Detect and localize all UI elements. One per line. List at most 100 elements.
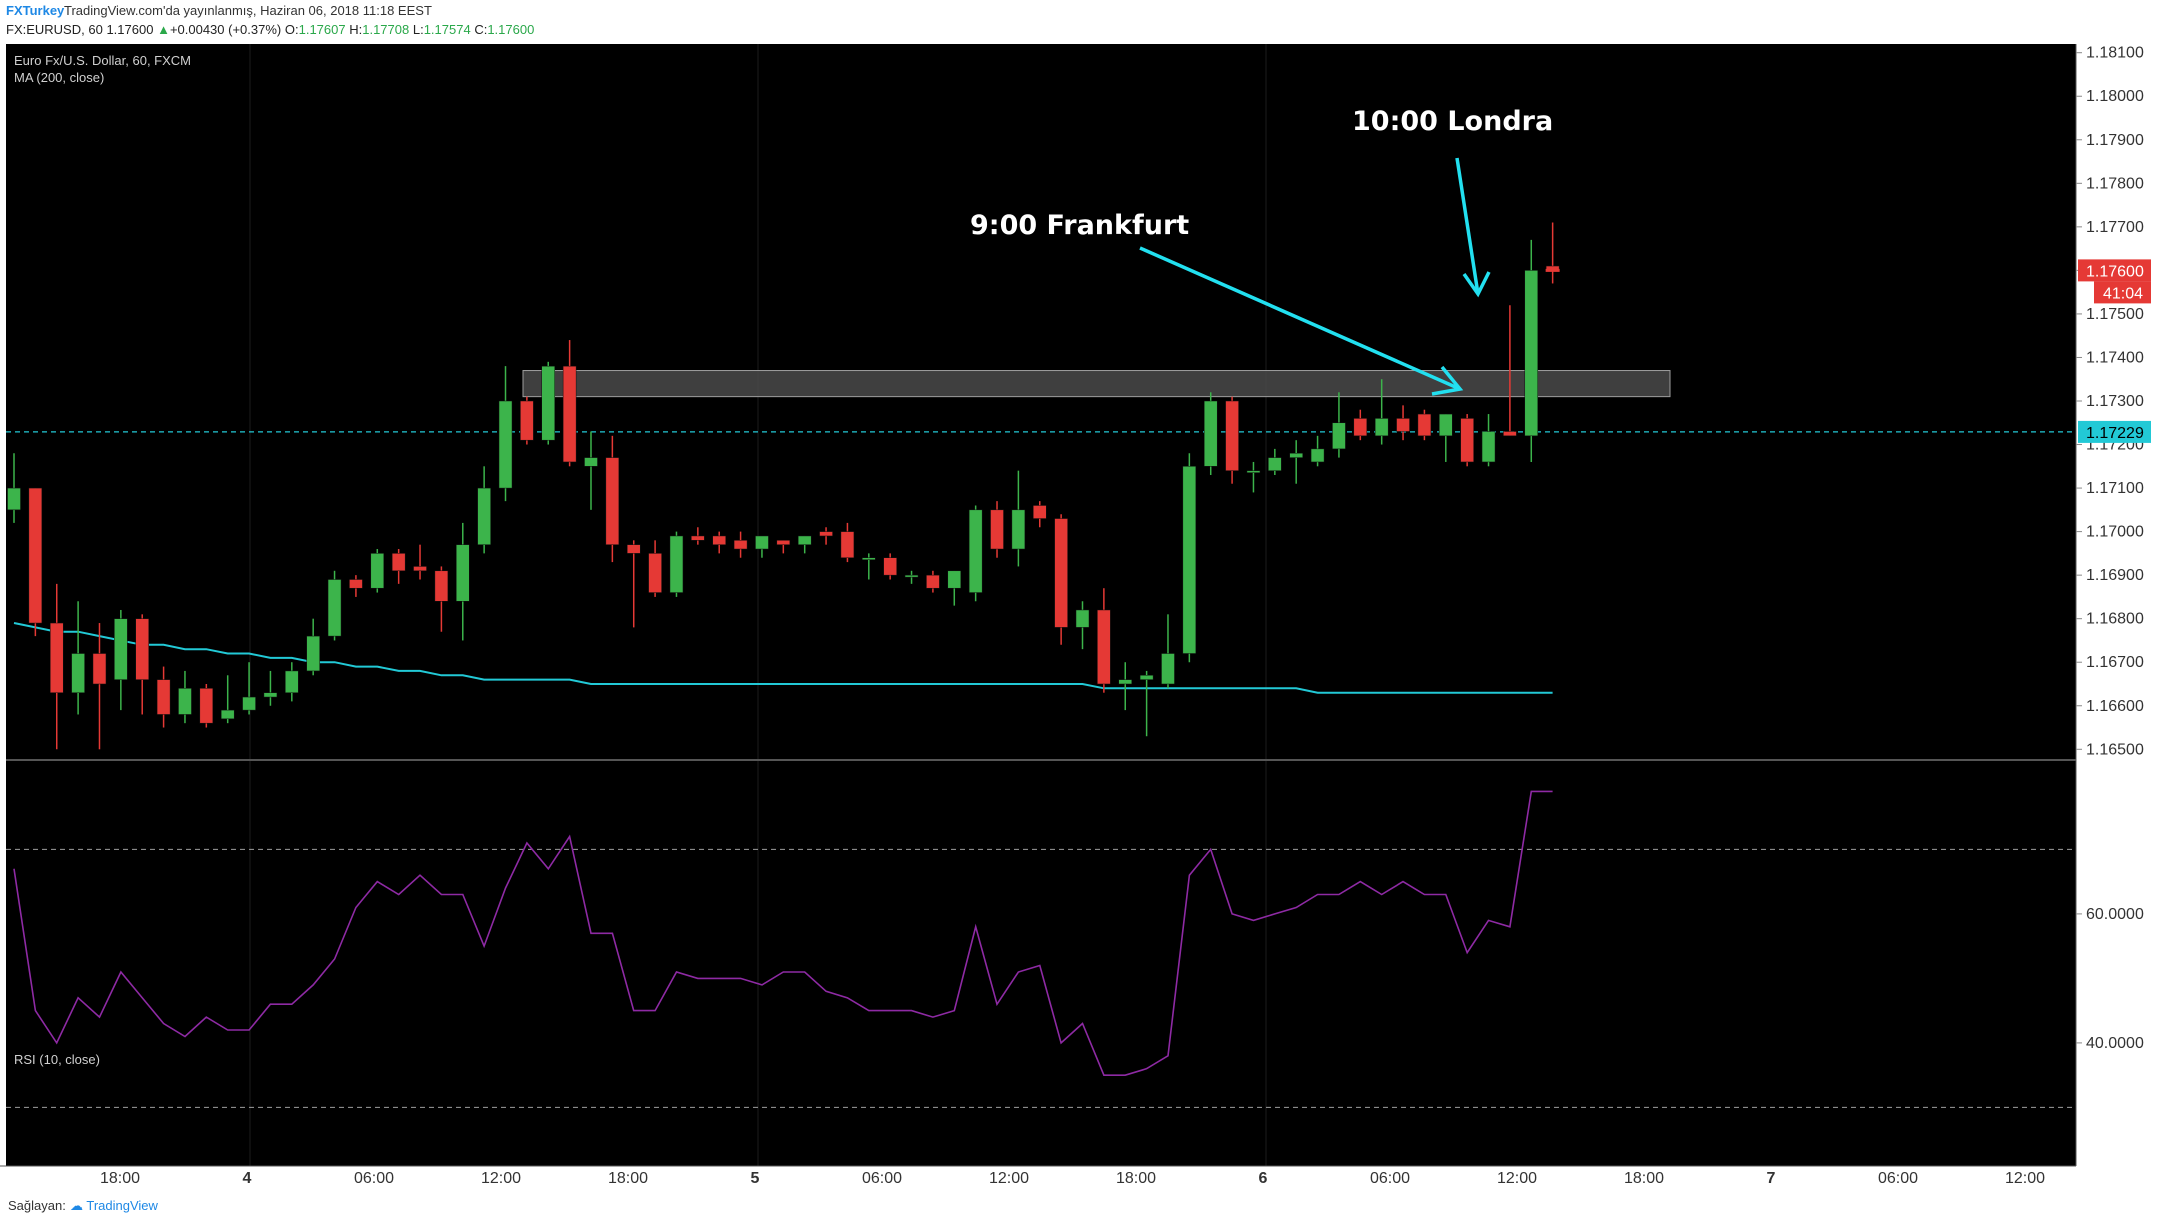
- tradingview-logo[interactable]: ☁ TradingView: [70, 1198, 158, 1214]
- brand-name[interactable]: FXTurkey: [6, 3, 65, 18]
- candle: [862, 553, 876, 580]
- time-tick-label: 18:00: [1116, 1170, 1156, 1187]
- price-tick-label: 1.16600: [2086, 698, 2144, 715]
- arrow-frankfurt: [1139, 246, 1461, 391]
- time-tick-label: 06:00: [354, 1170, 394, 1187]
- candle-body: [1161, 653, 1175, 685]
- ma-layer: [13, 622, 1553, 694]
- candle-body: [285, 670, 299, 693]
- candle: [1075, 601, 1090, 650]
- candle-body: [1033, 505, 1047, 519]
- candle: [926, 570, 940, 593]
- grid: [249, 44, 1267, 1166]
- candle-body: [178, 688, 192, 715]
- open-value: 1.17607: [298, 22, 346, 37]
- time-tick-label: 4: [243, 1170, 252, 1187]
- chart-canvas[interactable]: 9:00 Frankfurt 10:00 Londra 1.18100 1.1800…: [0, 44, 2157, 1190]
- candle-body: [71, 653, 85, 693]
- candle: [1203, 392, 1218, 476]
- price-tick-label: 1.16500: [2086, 741, 2144, 758]
- candle-body: [584, 457, 598, 467]
- candle-body: [1374, 418, 1389, 437]
- candle-body: [1118, 679, 1132, 685]
- price-tick-label: 1.17000: [2086, 524, 2144, 541]
- candle-body: [520, 400, 534, 441]
- candle-body: [306, 635, 320, 672]
- candle: [1011, 470, 1026, 567]
- low-label: L:: [412, 22, 424, 37]
- price-axis[interactable]: 1.18100 1.18000 1.17900 1.17800 1.17700 1.176…: [1545, 44, 2151, 1166]
- candle: [712, 531, 726, 554]
- candle: [1524, 239, 1539, 462]
- candle-body: [220, 709, 235, 720]
- candle-body: [349, 579, 363, 589]
- candle-body: [1460, 418, 1474, 463]
- candle: [71, 601, 85, 715]
- price-tick-label: 1.18100: [2086, 45, 2144, 62]
- candle: [1033, 501, 1047, 528]
- candle: [1118, 662, 1132, 711]
- candle-body: [1203, 400, 1218, 467]
- plot-background: [6, 44, 2076, 1166]
- candle-body: [862, 557, 876, 560]
- candle: [1054, 514, 1068, 645]
- candle: [413, 544, 427, 580]
- candle-body: [819, 531, 833, 537]
- candle: [349, 575, 363, 597]
- candle: [285, 662, 299, 702]
- candle-body: [1097, 609, 1111, 685]
- candle-body: [1524, 270, 1539, 437]
- candle-body: [242, 696, 256, 711]
- candle-body: [413, 566, 427, 572]
- time-axis[interactable]: 18:00 4 06:00 12:00 18:00 5 06:00 12:00 18:00 6 06…: [0, 1165, 2076, 1187]
- price-tick-label: 1.16700: [2086, 654, 2144, 671]
- candle: [755, 535, 769, 558]
- chart-title: Euro Fx/U.S. Dollar, 60, FXCM: [14, 53, 191, 68]
- symbol-label: FX:EURUSD, 60: [6, 22, 103, 37]
- candle-body: [49, 622, 64, 693]
- candle-body: [648, 553, 662, 593]
- candle-body: [1289, 452, 1303, 458]
- price-tick-label: 1.17700: [2086, 219, 2144, 236]
- candle: [434, 566, 449, 632]
- annotations: 9:00 Frankfurt 10:00 Londra: [970, 106, 1553, 396]
- close-label: C:: [474, 22, 488, 37]
- time-tick-label: 06:00: [1370, 1170, 1410, 1187]
- provider-label: Sağlayan:: [8, 1198, 66, 1213]
- candle: [263, 670, 278, 706]
- candle-body: [1182, 466, 1197, 654]
- tradingview-logo-text: TradingView: [86, 1198, 158, 1213]
- candle: [776, 540, 791, 554]
- candle: [1268, 448, 1282, 476]
- rsi-tick-label: 60.0000: [2086, 906, 2144, 923]
- close-value: 1.17600: [487, 22, 535, 37]
- candle: [819, 527, 833, 545]
- candle: [605, 435, 620, 563]
- candle-body: [883, 557, 897, 576]
- open-label: O:: [284, 22, 299, 37]
- candle: [135, 614, 149, 715]
- rsi-panel: 60.0000 40.0000: [6, 759, 2144, 1108]
- candle-body: [968, 509, 983, 593]
- candle-body: [477, 487, 491, 545]
- candle: [669, 531, 684, 597]
- candle: [947, 570, 962, 606]
- price-change: +0.00430 (+0.37%): [169, 22, 282, 37]
- candle: [904, 570, 919, 584]
- rsi-line: [13, 790, 1553, 1076]
- candle: [840, 522, 855, 563]
- cloud-icon: ☁: [70, 1198, 83, 1213]
- price-tick-label: 1.16900: [2086, 567, 2144, 584]
- candle: [327, 570, 342, 641]
- candle: [1417, 409, 1432, 441]
- candle-body: [391, 553, 406, 572]
- footer: Sağlayan: ☁ TradingView: [0, 1190, 2157, 1224]
- candle-body: [1353, 418, 1368, 437]
- candle-body: [156, 679, 171, 715]
- candle-body: [370, 553, 385, 589]
- candle: [1289, 440, 1303, 484]
- candle: [220, 675, 235, 724]
- candle-body: [712, 535, 726, 545]
- ma-indicator-label: MA (200, close): [14, 70, 104, 85]
- candle-body: [263, 692, 278, 698]
